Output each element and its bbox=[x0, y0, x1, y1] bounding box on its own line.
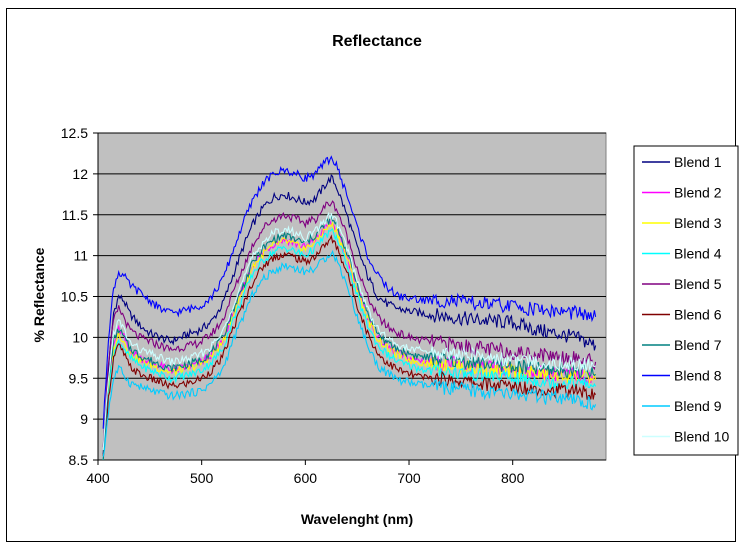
legend-label: Blend 6 bbox=[674, 307, 722, 323]
x-axis-ticks: 400 500 600 700 800 bbox=[86, 133, 606, 486]
y-tick-label: 9 bbox=[80, 411, 88, 427]
x-tick-label: 800 bbox=[501, 470, 525, 486]
y-tick-label: 10.5 bbox=[61, 289, 88, 305]
series-line-blend-6 bbox=[102, 234, 597, 457]
x-axis-label: Wavelenght (nm) bbox=[301, 511, 413, 527]
y-tick-label: 12.5 bbox=[61, 125, 88, 141]
y-tick-label: 12 bbox=[72, 166, 88, 182]
y-tick-label: 8.5 bbox=[69, 452, 89, 468]
y-axis-label: % Reflectance bbox=[31, 247, 47, 342]
y-axis-ticks: 8.5 9 9.5 10 10.5 11 11.5 12 12.5 bbox=[61, 125, 98, 468]
legend-label: Blend 3 bbox=[674, 215, 722, 231]
legend-label: Blend 5 bbox=[674, 276, 722, 292]
legend: Blend 1 Blend 2 Blend 3 Blend 4 Blend 5 Blend… bbox=[633, 145, 739, 456]
x-tick-label: 400 bbox=[86, 470, 110, 486]
series-line-blend-4 bbox=[102, 228, 597, 461]
legend-label: Blend 10 bbox=[674, 429, 729, 445]
legend-label: Blend 1 bbox=[674, 154, 722, 170]
legend-label: Blend 8 bbox=[674, 368, 722, 384]
y-tick-label: 11.5 bbox=[62, 207, 88, 223]
legend-label: Blend 7 bbox=[674, 337, 722, 353]
series-line-blend-9 bbox=[102, 249, 597, 457]
y-tick-label: 11 bbox=[73, 248, 88, 264]
legend-label: Blend 4 bbox=[674, 246, 722, 262]
y-tick-label: 9.5 bbox=[69, 370, 89, 386]
legend-label: Blend 9 bbox=[674, 398, 722, 414]
chart-title: Reflectance bbox=[332, 33, 422, 50]
legend-label: Blend 2 bbox=[674, 185, 722, 201]
series-lines bbox=[102, 155, 597, 461]
series-line-blend-10 bbox=[102, 211, 596, 451]
y-tick-label: 10 bbox=[72, 329, 88, 345]
x-tick-label: 700 bbox=[397, 470, 421, 486]
series-line-blend-8 bbox=[102, 155, 597, 429]
x-tick-label: 600 bbox=[294, 470, 318, 486]
legend-box bbox=[633, 145, 739, 456]
series-line-blend-5 bbox=[102, 200, 597, 448]
series-line-blend-7 bbox=[102, 215, 597, 461]
series-line-blend-1 bbox=[102, 174, 597, 455]
x-tick-label: 500 bbox=[190, 470, 214, 486]
